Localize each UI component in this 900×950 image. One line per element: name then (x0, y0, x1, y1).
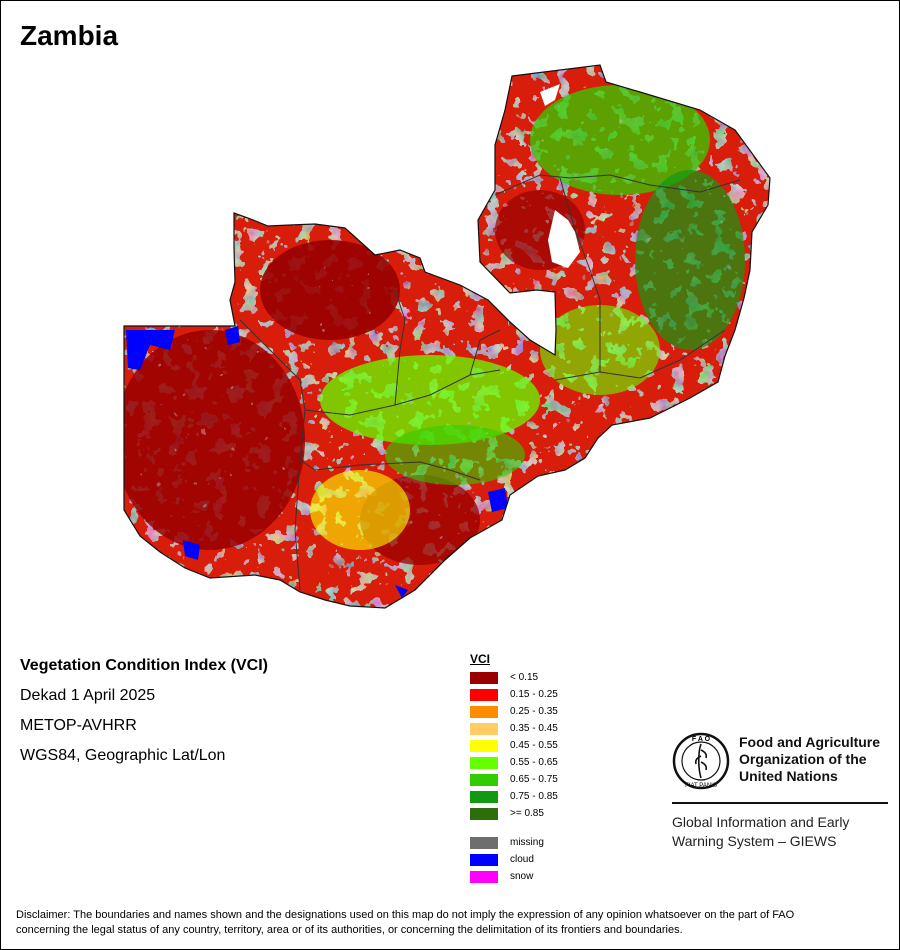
legend-item: >= 0.85 (470, 805, 558, 822)
legend-label: 0.55 - 0.65 (510, 757, 558, 768)
legend-item: 0.45 - 0.55 (470, 737, 558, 754)
fao-name-line2: Organization of the (739, 751, 867, 767)
legend-swatch (470, 773, 498, 786)
legend-item: 0.15 - 0.25 (470, 686, 558, 703)
legend-item-cloud: cloud (470, 851, 558, 868)
svg-text:FIAT PANIS: FIAT PANIS (685, 783, 717, 789)
disclaimer-line2: concerning the legal status of any count… (16, 924, 683, 936)
fao-emblem-icon: F A O FIAT PANIS (672, 732, 730, 790)
legend-item-missing: missing (470, 834, 558, 851)
legend-swatch (470, 870, 498, 883)
legend-item: 0.55 - 0.65 (470, 754, 558, 771)
legend-swatch (470, 853, 498, 866)
disclaimer-line1: Disclaimer: The boundaries and names sho… (16, 909, 795, 921)
legend-swatch (470, 756, 498, 769)
legend-label: 0.75 - 0.85 (510, 791, 558, 802)
projection-label: WGS84, Geographic Lat/Lon (20, 747, 226, 764)
legend-swatch (470, 807, 498, 820)
legend-label: >= 0.85 (510, 808, 544, 819)
legend-item: 0.75 - 0.85 (470, 788, 558, 805)
legend-label: 0.35 - 0.45 (510, 723, 558, 734)
divider (672, 802, 888, 804)
giews-line1: Global Information and Early (672, 814, 850, 830)
disclaimer: Disclaimer: The boundaries and names sho… (16, 908, 886, 938)
legend-swatch (470, 671, 498, 684)
legend-swatch (470, 688, 498, 701)
legend-label: cloud (510, 854, 534, 865)
legend-label: 0.25 - 0.35 (510, 706, 558, 717)
legend-label: snow (510, 871, 534, 882)
vci-raster (124, 65, 770, 608)
sensor-label: METOP-AVHRR (20, 717, 137, 734)
period-label: Dekad 1 April 2025 (20, 687, 156, 704)
legend-item: 0.65 - 0.75 (470, 771, 558, 788)
legend-title: VCI (470, 652, 491, 666)
fao-name: Food and Agriculture Organization of the… (739, 734, 880, 785)
legend-label: 0.45 - 0.55 (510, 740, 558, 751)
map-title: Zambia (20, 20, 119, 51)
legend: VCI < 0.15 0.15 - 0.25 0.25 - 0.35 0.35 … (470, 652, 558, 885)
legend-label: missing (510, 837, 544, 848)
legend-swatch (470, 705, 498, 718)
fao-logo: F A O FIAT PANIS Food and Agriculture Or… (672, 732, 888, 849)
legend-item-snow: snow (470, 868, 558, 885)
fao-name-line1: Food and Agriculture (739, 734, 881, 750)
country-map (123, 64, 771, 609)
legend-item: 0.25 - 0.35 (470, 703, 558, 720)
legend-swatch (470, 790, 498, 803)
legend-swatch (470, 739, 498, 752)
map-info: Vegetation Condition Index (VCI) Dekad 1… (20, 656, 268, 776)
giews-line2: Warning System – GIEWS (672, 833, 837, 849)
legend-item: < 0.15 (470, 669, 558, 686)
svg-text:F A O: F A O (692, 736, 711, 743)
legend-item: 0.35 - 0.45 (470, 720, 558, 737)
fao-name-line3: United Nations (739, 768, 838, 784)
giews-label: Global Information and Early Warning Sys… (672, 813, 849, 851)
index-name: Vegetation Condition Index (VCI) (20, 657, 268, 674)
legend-label: 0.65 - 0.75 (510, 774, 558, 785)
legend-label: 0.15 - 0.25 (510, 689, 558, 700)
legend-label: < 0.15 (510, 672, 539, 683)
legend-swatch (470, 836, 498, 849)
legend-swatch (470, 722, 498, 735)
